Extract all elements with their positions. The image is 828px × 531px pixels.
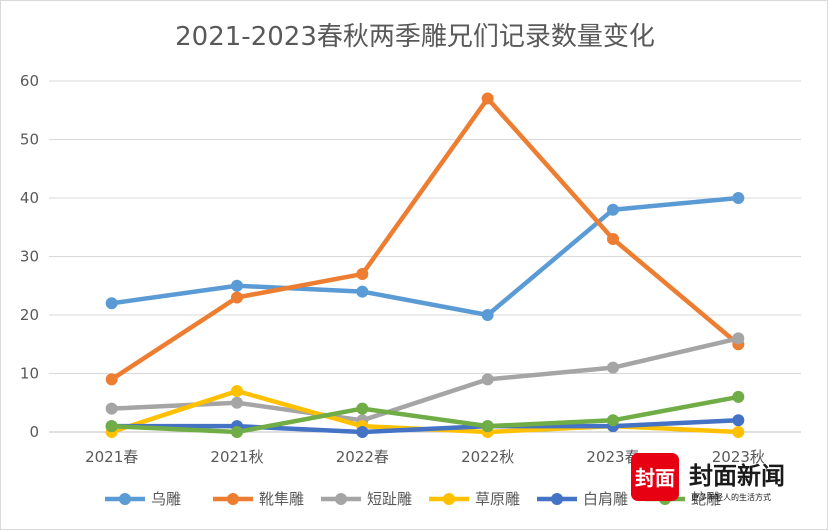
legend: 乌雕 靴隼雕 短趾雕 草原雕 白肩雕 蛇雕 <box>105 490 721 508</box>
x-tick-label: 2022春 <box>336 448 389 466</box>
series-6 <box>105 390 745 438</box>
y-tick-label: 60 <box>20 72 39 90</box>
y-tick-label: 50 <box>20 131 39 149</box>
watermark-tagline: 更多年轻人的生活方式 <box>691 492 771 502</box>
data-point <box>732 390 745 403</box>
series-line <box>109 195 741 318</box>
data-point <box>231 385 243 398</box>
y-tick-label: 40 <box>20 189 39 207</box>
x-tick-label: 2021春 <box>85 448 138 466</box>
data-point <box>231 426 243 438</box>
legend-swatch-marker <box>119 493 131 505</box>
watermark-logo-text: 封面 <box>635 466 675 490</box>
data-point <box>356 268 369 281</box>
y-tick-label: 10 <box>20 365 39 383</box>
data-point <box>231 279 243 292</box>
legend-swatch-marker <box>551 493 563 505</box>
data-point <box>105 420 118 433</box>
x-axis: 2021春 2021秋 2022春 2022秋 2023春 2023秋 <box>85 448 765 466</box>
data-point <box>105 402 118 415</box>
watermark-logo-badge <box>631 453 679 501</box>
watermark-brand-text: 封面新闻 <box>689 462 785 490</box>
legend-label: 乌雕 <box>151 490 181 508</box>
legend-item: 草原雕 <box>429 490 520 508</box>
data-point <box>481 373 494 386</box>
y-axis: 0 10 20 30 40 50 60 <box>20 72 39 441</box>
y-tick-label: 30 <box>20 248 39 266</box>
legend-swatch-marker <box>227 493 239 505</box>
data-point <box>356 426 369 438</box>
legend-item: 白肩雕 <box>537 490 628 508</box>
legend-label: 靴隼雕 <box>259 490 304 508</box>
data-point <box>732 192 745 204</box>
series-1 <box>105 192 745 321</box>
data-point <box>105 373 118 386</box>
data-point <box>607 361 619 374</box>
data-point <box>481 420 494 433</box>
series-lines <box>105 92 745 438</box>
x-tick-label: 2023春 <box>586 448 639 466</box>
data-point <box>732 426 745 438</box>
data-point <box>607 414 619 427</box>
legend-swatch-marker <box>335 493 347 505</box>
legend-item: 乌雕 <box>105 490 181 508</box>
x-tick-label: 2022秋 <box>461 448 514 466</box>
x-tick-label: 2021秋 <box>210 448 263 466</box>
legend-label: 蛇雕 <box>691 490 721 508</box>
y-tick-label: 20 <box>20 306 39 324</box>
legend-label: 白肩雕 <box>583 490 628 508</box>
series-2 <box>105 92 745 386</box>
data-point <box>481 309 494 321</box>
series-line <box>109 418 741 435</box>
legend-item: 靴隼雕 <box>213 490 304 508</box>
y-tick-label: 0 <box>29 423 39 441</box>
legend-swatch-marker <box>443 493 455 505</box>
data-point <box>481 92 494 105</box>
data-point <box>356 285 369 298</box>
data-point <box>231 396 243 409</box>
watermark: 封面 封面新闻 更多年轻人的生活方式 <box>631 453 785 502</box>
gridlines <box>49 80 801 433</box>
data-point <box>105 297 118 310</box>
series-line <box>109 394 741 435</box>
series-line <box>109 336 741 423</box>
legend-label: 草原雕 <box>475 490 520 508</box>
data-point <box>607 203 619 216</box>
data-point <box>607 232 619 245</box>
x-tick-label: 2023秋 <box>712 448 765 466</box>
data-point <box>732 414 745 427</box>
legend-label: 短趾雕 <box>367 490 412 508</box>
series-line <box>109 96 741 382</box>
data-point <box>732 332 745 345</box>
legend-item: 短趾雕 <box>321 490 412 508</box>
series-3 <box>105 332 745 427</box>
chart-title: 2021-2023春秋两季雕兄们记录数量变化 <box>175 22 655 52</box>
data-point <box>231 291 243 304</box>
data-point <box>356 402 369 415</box>
